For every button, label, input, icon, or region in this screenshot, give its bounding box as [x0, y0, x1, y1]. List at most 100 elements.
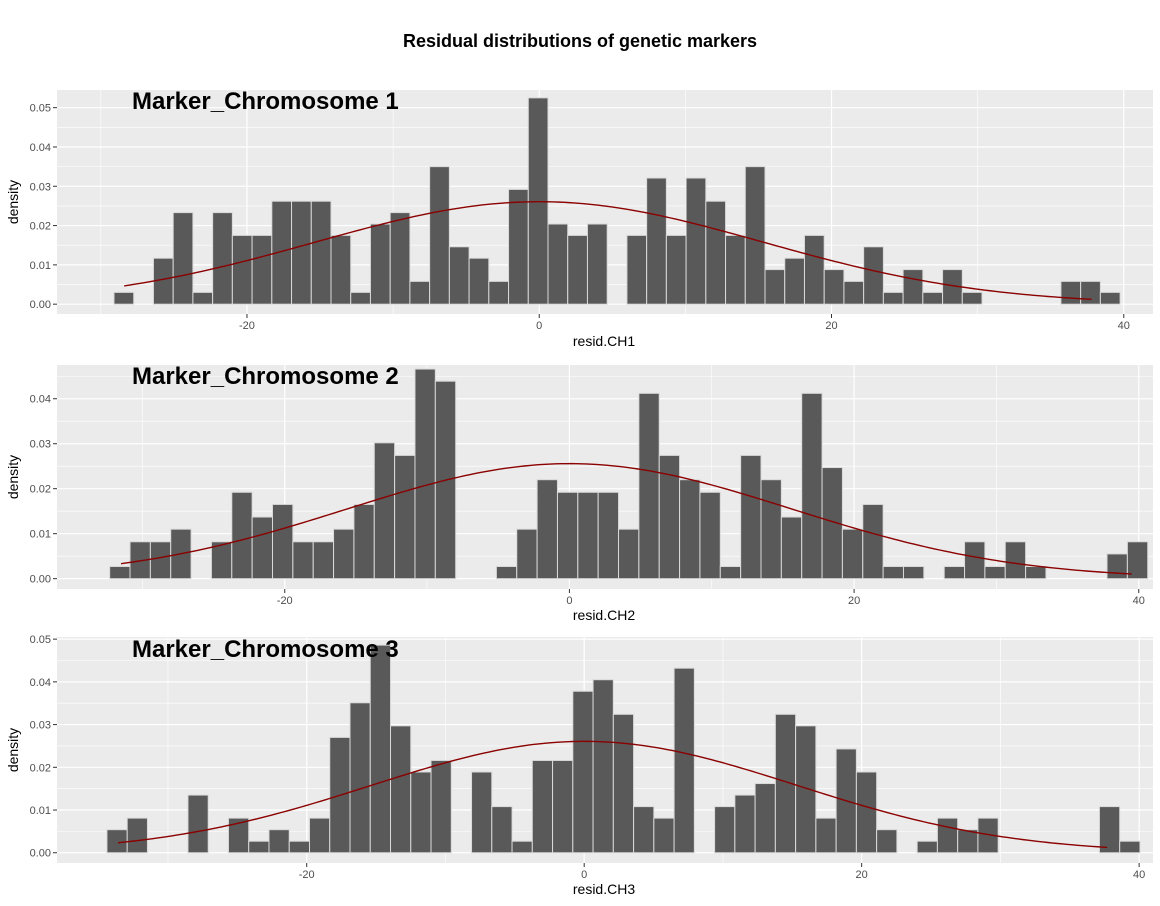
- histogram-bar: [685, 177, 707, 305]
- histogram-bar: [964, 541, 986, 580]
- histogram-bar: [468, 257, 490, 305]
- x-tick-label: 20: [848, 595, 860, 607]
- histogram-bar: [350, 291, 371, 305]
- y-tick-label: 0.03: [30, 181, 51, 193]
- y-tick-label: 0.00: [30, 574, 51, 586]
- histogram-bar: [429, 166, 450, 305]
- histogram-bar: [126, 817, 148, 854]
- panel-chromosome-1: -20 0 20 40 0.00 0.01 0.02 0.03 0.04 0.05 Marker_C…: [5, 88, 1153, 349]
- histogram-bar: [516, 528, 538, 580]
- histogram-bar: [389, 212, 411, 305]
- histogram-bar: [882, 291, 904, 305]
- histogram-bar: [803, 234, 825, 305]
- histogram-bar: [310, 200, 332, 305]
- histogram-bar: [1080, 280, 1101, 305]
- histogram-bar: [843, 280, 865, 305]
- panel-3-ylabel: density: [5, 728, 21, 772]
- histogram-bar: [556, 491, 579, 580]
- y-tick-label: 0.05: [30, 103, 51, 115]
- histogram-bar: [511, 840, 533, 854]
- histogram-bar: [471, 771, 493, 854]
- histogram-bar: [330, 234, 352, 305]
- x-tick-label: 40: [1133, 595, 1145, 607]
- y-tick-label: 0.03: [30, 720, 51, 732]
- histogram-bar: [597, 491, 620, 580]
- histogram-bar: [251, 234, 273, 305]
- histogram-bar: [288, 840, 310, 854]
- histogram-bar: [410, 771, 432, 854]
- y-tick-label: 0.02: [30, 762, 51, 774]
- histogram-bar: [291, 200, 312, 305]
- y-tick-label: 0.01: [30, 529, 51, 541]
- histogram-bar: [373, 442, 396, 580]
- panel-3-xlabel: resid.CH3: [573, 881, 635, 897]
- histogram-bar: [149, 541, 172, 580]
- histogram-bar: [1099, 291, 1121, 305]
- histogram-bar: [187, 794, 209, 854]
- histogram-bar: [823, 269, 845, 305]
- histogram-bar: [394, 454, 416, 580]
- histogram-bar: [212, 212, 233, 305]
- y-tick-label: 0.01: [30, 805, 51, 817]
- normal-density-curve: [124, 201, 1092, 301]
- histogram-bar: [740, 454, 762, 580]
- histogram-bar: [936, 817, 959, 854]
- histogram-bar: [531, 759, 554, 854]
- histogram-bar: [725, 234, 746, 305]
- histogram-bar: [665, 234, 687, 305]
- panel-2-xlabel: resid.CH2: [573, 607, 635, 623]
- x-tick-label: -20: [299, 869, 315, 881]
- histogram-bar: [1106, 553, 1128, 580]
- histogram-bar: [795, 725, 817, 854]
- y-tick-label: 0.02: [30, 221, 51, 233]
- x-tick-label: 20: [825, 320, 837, 332]
- y-tick-label: 0.01: [30, 260, 51, 272]
- histogram-bar: [653, 817, 675, 854]
- histogram-bar: [172, 212, 194, 305]
- histogram-bar: [448, 246, 470, 305]
- panel-label: Marker_Chromosome 2: [132, 363, 399, 390]
- histogram-bar: [863, 246, 884, 305]
- histogram-bar: [231, 491, 253, 580]
- histogram-bar: [784, 257, 805, 305]
- histogram-bar: [430, 759, 452, 854]
- histogram-bar: [764, 269, 786, 305]
- y-tick-label: 0.00: [30, 299, 51, 311]
- histogram-bar: [547, 223, 569, 305]
- histogram-bar: [638, 392, 660, 580]
- histogram-bar: [760, 479, 782, 580]
- panel-chromosome-2: -20 0 20 40 0.00 0.01 0.02 0.03 0.04 Marker_Chrom…: [5, 363, 1153, 623]
- histogram-bar: [333, 528, 355, 580]
- histogram-bar: [312, 541, 335, 580]
- histogram-bar: [633, 806, 655, 854]
- histogram-bar: [855, 771, 878, 854]
- histogram-bar: [353, 503, 375, 580]
- panel-label: Marker_Chromosome 3: [132, 636, 399, 663]
- histogram-bar: [646, 177, 667, 305]
- histogram-bar: [882, 566, 904, 580]
- histogram-bar: [943, 566, 966, 580]
- histogram-bar: [862, 503, 884, 580]
- histogram-bar: [491, 806, 513, 854]
- x-tick-label: -20: [239, 320, 255, 332]
- histogram-bar: [1119, 840, 1141, 854]
- histogram-bar: [572, 690, 594, 854]
- y-tick-label: 0.03: [30, 439, 51, 451]
- panel-1-xlabel: resid.CH1: [573, 333, 635, 349]
- histogram-bar: [349, 702, 371, 854]
- histogram-bar: [1098, 806, 1121, 854]
- normal-density-curve: [120, 462, 1132, 575]
- histogram-bar: [626, 234, 648, 305]
- histogram-bar: [961, 291, 983, 305]
- histogram-bar: [673, 667, 695, 854]
- histogram-bar: [106, 829, 128, 854]
- histogram-bar: [801, 392, 823, 580]
- histogram-bar: [1004, 541, 1027, 580]
- histogram-bar: [1126, 541, 1149, 580]
- histogram-bar: [488, 280, 510, 305]
- histogram-bar: [744, 166, 766, 305]
- histogram-bar: [268, 829, 290, 854]
- histogram-bar: [369, 644, 392, 854]
- histogram-bar: [922, 291, 944, 305]
